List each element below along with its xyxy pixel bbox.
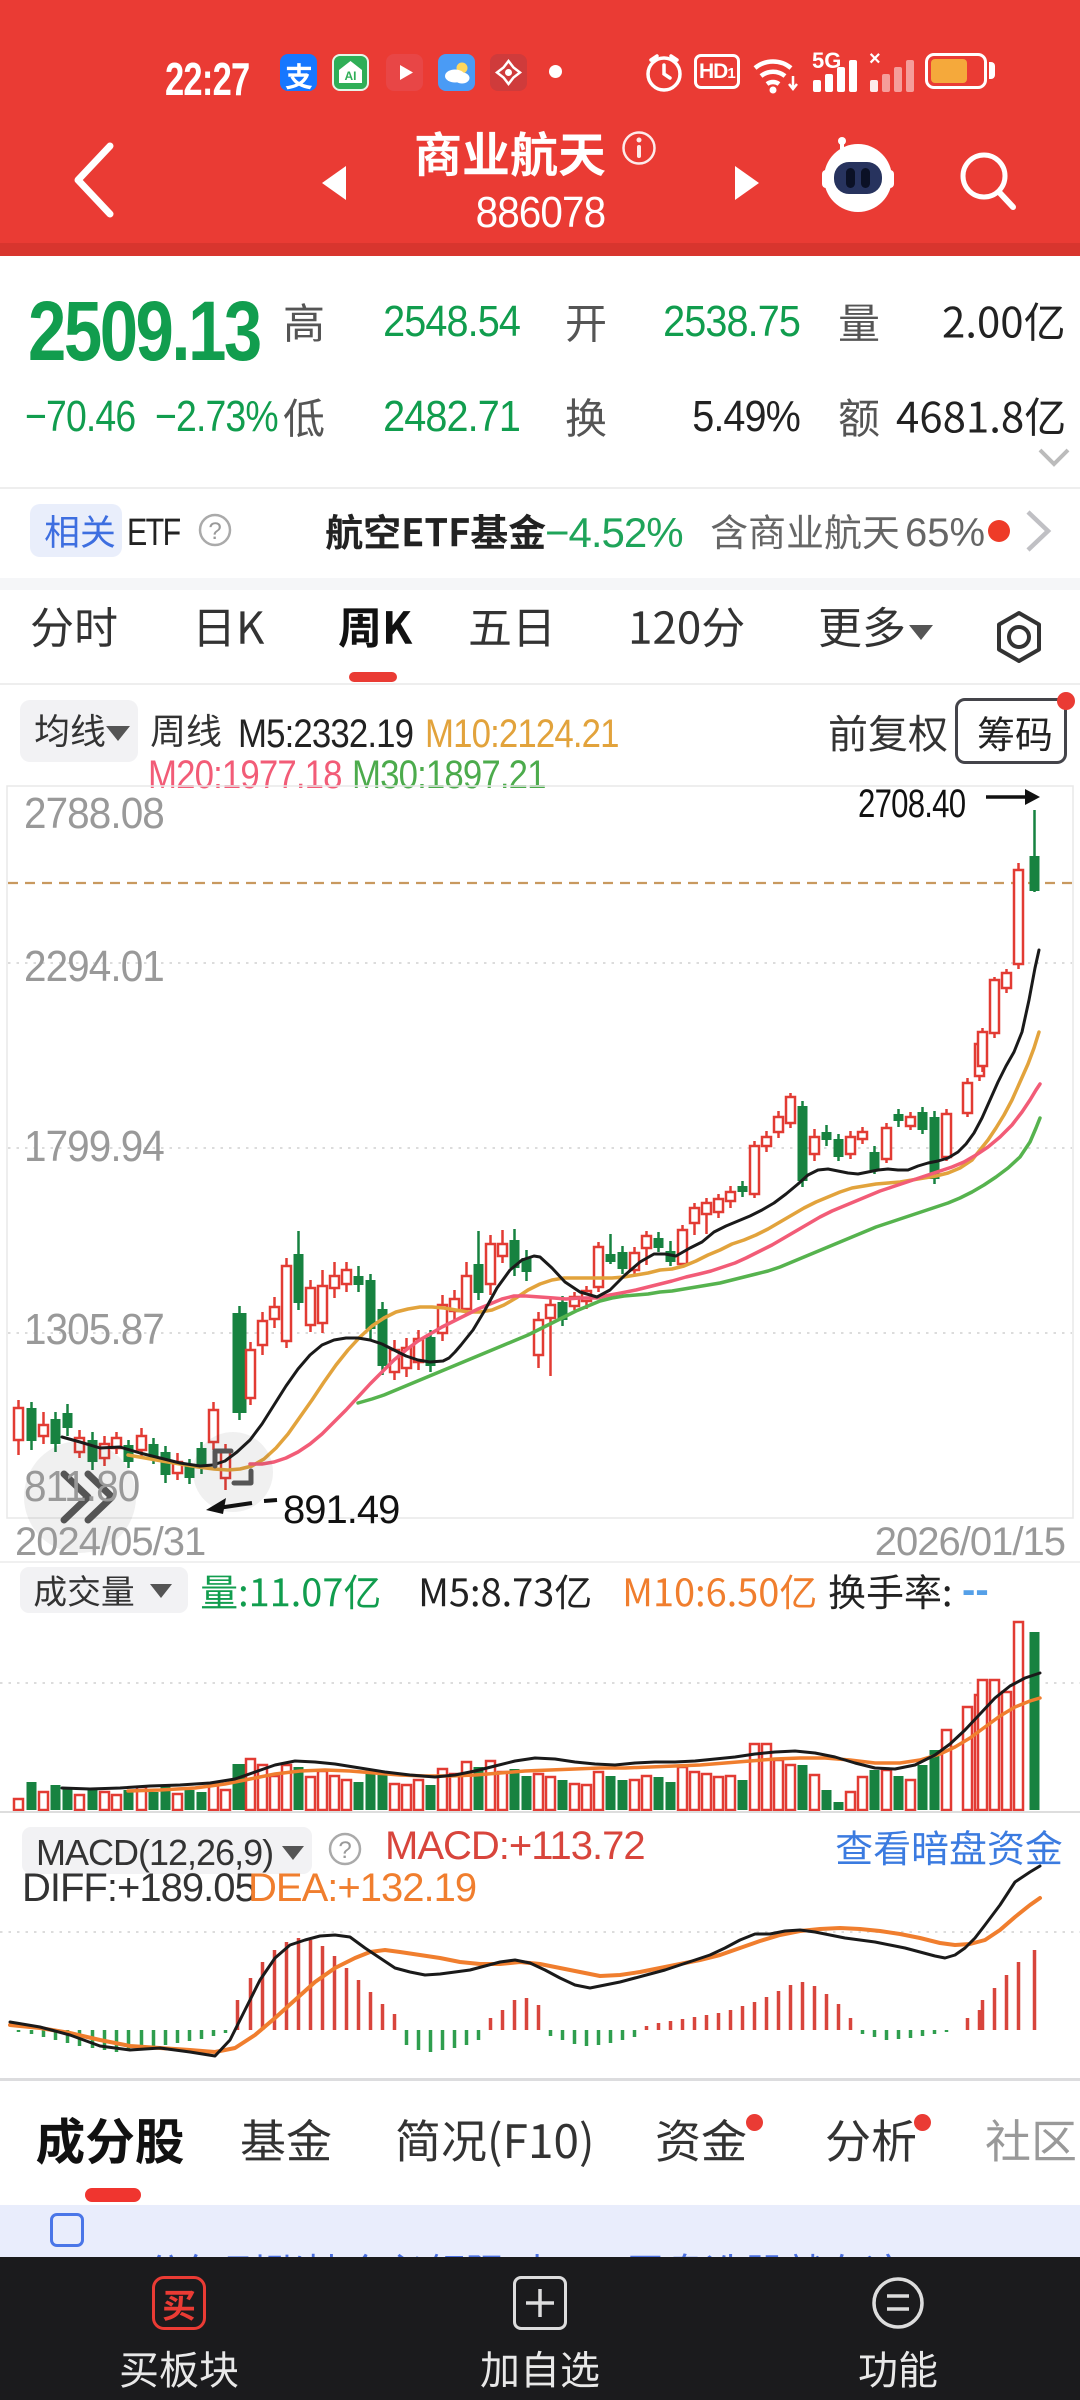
svg-text:AI: AI <box>345 69 357 83</box>
svg-text:?: ? <box>208 518 221 545</box>
svg-text:?: ? <box>338 1837 351 1864</box>
